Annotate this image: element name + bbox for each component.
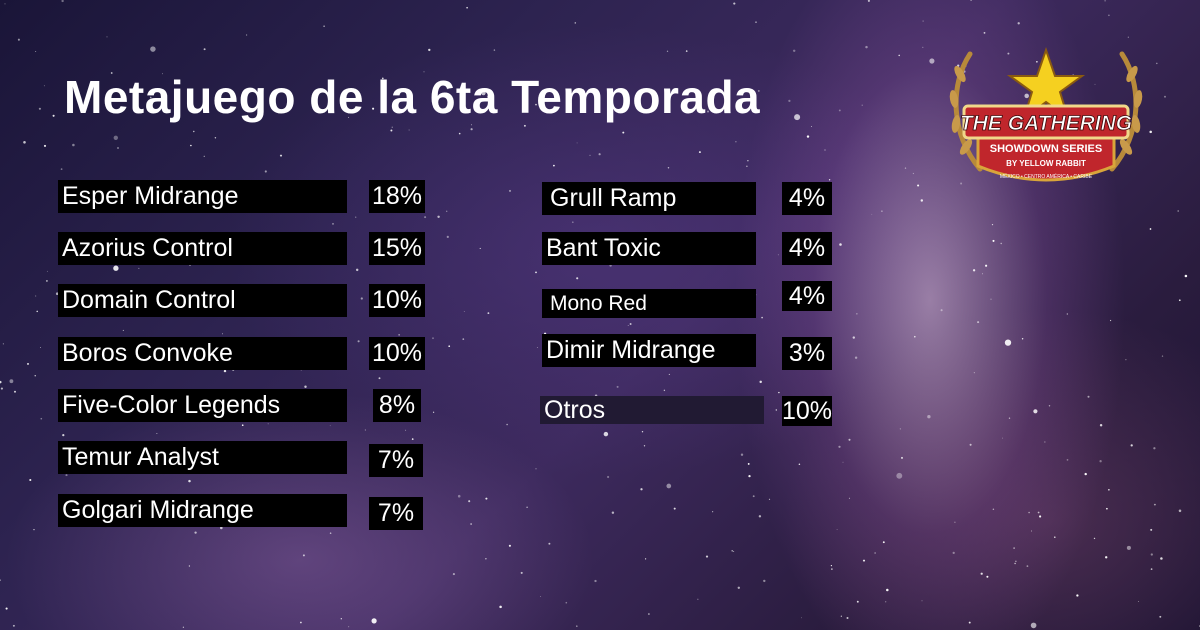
deck-pct-domain-control: 10% xyxy=(369,284,425,317)
page-title: Metajuego de la 6ta Temporada xyxy=(64,71,761,123)
deck-pct-temur-analyst: 7% xyxy=(369,444,423,477)
logo-subtitle: SHOWDOWN SERIES xyxy=(990,143,1102,155)
deck-name-boros-convoke: Boros Convoke xyxy=(58,337,347,370)
deck-name-esper-midrange: Esper Midrange xyxy=(58,180,347,213)
logo-title: THE GATHERING xyxy=(960,112,1132,135)
deck-name-dimir-midrange: Dimir Midrange xyxy=(542,334,756,367)
logo-byline: BY YELLOW RABBIT xyxy=(1006,159,1086,168)
deck-pct-five-color-legends: 8% xyxy=(373,389,421,422)
deck-pct-grull-ramp: 4% xyxy=(782,182,832,215)
deck-pct-esper-midrange: 18% xyxy=(369,180,425,213)
deck-pct-otros: 10% xyxy=(781,396,833,426)
deck-name-temur-analyst: Temur Analyst xyxy=(58,441,347,474)
deck-name-otros: Otros xyxy=(540,396,764,424)
deck-name-golgari-midrange: Golgari Midrange xyxy=(58,494,347,527)
deck-name-five-color-legends: Five-Color Legends xyxy=(58,389,347,422)
deck-name-mono-red: Mono Red xyxy=(542,289,756,318)
logo-regions: MÉXICO • CENTRO AMÉRICA • CARIBE xyxy=(1000,173,1093,180)
deck-pct-azorius-control: 15% xyxy=(369,232,425,265)
deck-pct-golgari-midrange: 7% xyxy=(369,497,423,530)
deck-name-domain-control: Domain Control xyxy=(58,284,347,317)
star-icon xyxy=(1006,46,1086,121)
deck-pct-bant-toxic: 4% xyxy=(782,232,832,265)
laurel-wreath-icon xyxy=(953,51,1139,172)
deck-name-grull-ramp: Grull Ramp xyxy=(542,182,756,215)
deck-name-bant-toxic: Bant Toxic xyxy=(542,232,756,265)
deck-pct-dimir-midrange: 3% xyxy=(782,337,832,370)
the-gathering-logo: THE GATHERING SHOWDOWN SERIES BY YELLOW … xyxy=(949,46,1143,182)
deck-pct-boros-convoke: 10% xyxy=(369,337,425,370)
deck-pct-mono-red: 4% xyxy=(782,281,832,311)
deck-name-azorius-control: Azorius Control xyxy=(58,232,347,265)
